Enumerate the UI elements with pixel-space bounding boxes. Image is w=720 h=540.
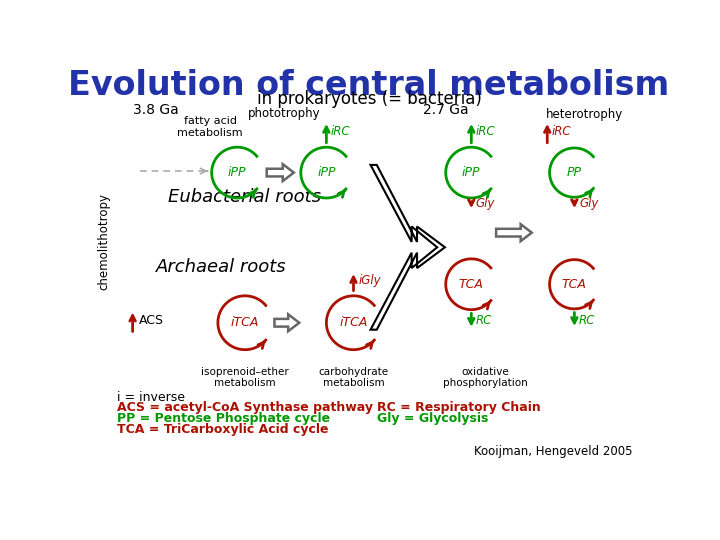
- Text: PP: PP: [567, 166, 582, 179]
- Text: 2.7 Ga: 2.7 Ga: [423, 103, 469, 117]
- Polygon shape: [371, 165, 445, 330]
- Text: iPP: iPP: [462, 166, 480, 179]
- Text: chemolithotropy: chemolithotropy: [97, 193, 110, 291]
- Text: heterotrophy: heterotrophy: [546, 108, 623, 121]
- Text: RC = Respiratory Chain: RC = Respiratory Chain: [377, 401, 541, 414]
- Text: Gly: Gly: [476, 197, 495, 210]
- Text: Gly = Glycolysis: Gly = Glycolysis: [377, 412, 488, 425]
- Text: i = inverse: i = inverse: [117, 390, 185, 403]
- Text: iRC: iRC: [552, 125, 572, 138]
- Text: Evolution of central metabolism: Evolution of central metabolism: [68, 69, 670, 102]
- Text: ACS: ACS: [139, 314, 164, 327]
- Text: iRC: iRC: [476, 125, 495, 138]
- Text: iTCA: iTCA: [231, 316, 259, 329]
- Text: iTCA: iTCA: [339, 316, 368, 329]
- Text: Eubacterial roots: Eubacterial roots: [168, 188, 320, 206]
- Text: Kooijman, Hengeveld 2005: Kooijman, Hengeveld 2005: [474, 444, 632, 457]
- Text: Archaeal roots: Archaeal roots: [156, 258, 287, 275]
- Text: iPP: iPP: [228, 166, 246, 179]
- Text: phototrophy: phototrophy: [248, 107, 321, 120]
- Text: RC: RC: [579, 314, 595, 327]
- Text: Gly: Gly: [579, 197, 598, 210]
- Polygon shape: [274, 314, 300, 331]
- Polygon shape: [266, 164, 294, 181]
- Text: TCA = TriCarboxylic Acid cycle: TCA = TriCarboxylic Acid cycle: [117, 423, 328, 436]
- Text: in prokaryotes (= bacteria): in prokaryotes (= bacteria): [256, 90, 482, 108]
- Text: TCA: TCA: [562, 278, 587, 291]
- Text: oxidative
phosphorylation: oxidative phosphorylation: [443, 367, 528, 388]
- Text: carbohydrate
metabolism: carbohydrate metabolism: [318, 367, 389, 388]
- Text: 3.8 Ga: 3.8 Ga: [132, 103, 179, 117]
- Text: fatty acid
metabolism: fatty acid metabolism: [177, 117, 243, 138]
- Text: iGly: iGly: [358, 274, 381, 287]
- Text: iPP: iPP: [317, 166, 336, 179]
- Text: PP = Pentose Phosphate cycle: PP = Pentose Phosphate cycle: [117, 412, 330, 425]
- Text: isoprenoid–ether
metabolism: isoprenoid–ether metabolism: [201, 367, 289, 388]
- Text: RC: RC: [476, 314, 492, 327]
- Polygon shape: [496, 224, 532, 241]
- Text: ACS = acetyl-CoA Synthase pathway: ACS = acetyl-CoA Synthase pathway: [117, 401, 373, 414]
- Text: iRC: iRC: [331, 125, 351, 138]
- Text: TCA: TCA: [459, 278, 484, 291]
